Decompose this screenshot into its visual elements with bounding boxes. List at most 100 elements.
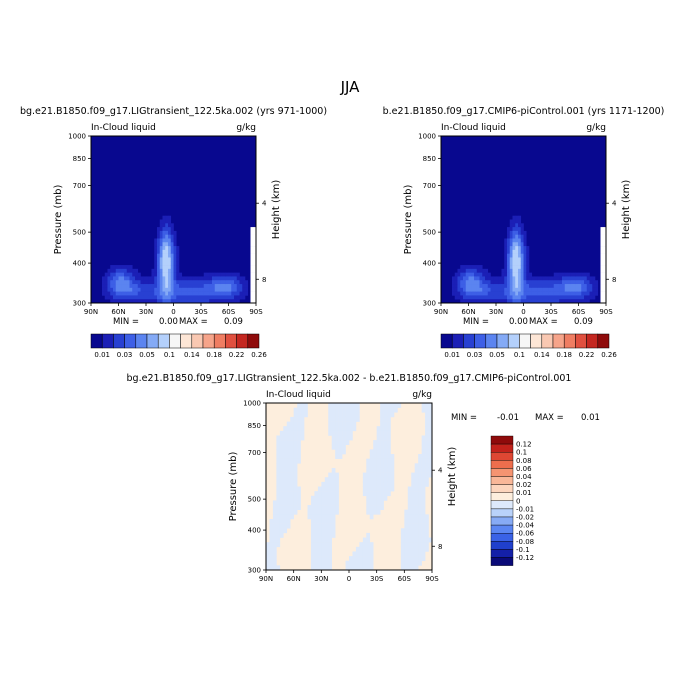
contour-cell bbox=[567, 280, 571, 285]
contour-cell bbox=[512, 223, 516, 228]
contour-cell bbox=[482, 276, 486, 281]
contour-cell bbox=[504, 249, 508, 254]
contour-cell bbox=[110, 295, 114, 300]
contour-cell bbox=[293, 495, 298, 501]
contour-cell bbox=[331, 500, 336, 506]
contour-cell bbox=[293, 435, 298, 441]
contour-cell bbox=[504, 287, 508, 292]
contour-cell bbox=[231, 276, 235, 281]
contour-cell bbox=[272, 560, 277, 566]
contour-cell bbox=[110, 280, 114, 285]
contour-cell bbox=[518, 261, 522, 266]
contour-cell bbox=[173, 261, 177, 266]
contour-cell bbox=[250, 234, 254, 239]
contour-cell bbox=[428, 421, 433, 427]
contour-cell bbox=[471, 291, 475, 296]
contour-cell bbox=[104, 295, 108, 300]
y-tick-label: 400 bbox=[73, 260, 86, 268]
contour-cell bbox=[129, 276, 133, 281]
contour-cell bbox=[595, 280, 599, 285]
contour-cell bbox=[603, 230, 607, 235]
contour-cell bbox=[369, 505, 374, 510]
contour-cell bbox=[266, 546, 270, 552]
contour-cell bbox=[362, 556, 367, 562]
contour-cell bbox=[217, 287, 221, 292]
contour-cell bbox=[250, 287, 254, 292]
contour-cell bbox=[345, 440, 350, 446]
contour-cell bbox=[165, 276, 169, 281]
contour-cell bbox=[603, 291, 607, 296]
contour-cell bbox=[168, 230, 172, 235]
contour-cell bbox=[515, 257, 519, 262]
contour-cell bbox=[564, 272, 568, 277]
contour-cell bbox=[411, 481, 416, 487]
contour-cell bbox=[173, 287, 177, 292]
contour-cell bbox=[157, 276, 161, 281]
contour-cell bbox=[425, 528, 429, 534]
contour-cell bbox=[276, 444, 281, 450]
contour-cell bbox=[352, 426, 357, 432]
contour-cell bbox=[476, 280, 480, 285]
contour-cell bbox=[509, 223, 513, 228]
contour-cell bbox=[170, 280, 174, 285]
contour-cell bbox=[359, 556, 364, 562]
contour-cell bbox=[476, 268, 480, 273]
contour-cell bbox=[512, 219, 516, 224]
contour-cell bbox=[600, 284, 604, 289]
contour-cell bbox=[146, 287, 150, 292]
contour-cell bbox=[102, 284, 106, 289]
contour-cell bbox=[504, 257, 508, 262]
contour-cell bbox=[600, 257, 604, 262]
contour-cell bbox=[201, 284, 205, 289]
contour-cell bbox=[162, 261, 166, 266]
contour-cell bbox=[562, 299, 566, 304]
contour-cell bbox=[355, 412, 360, 418]
contour-cell bbox=[135, 284, 139, 289]
contour-cell bbox=[192, 291, 196, 296]
contour-cell bbox=[407, 556, 412, 562]
contour-cell bbox=[537, 287, 541, 292]
contour-cell bbox=[573, 272, 577, 277]
contour-cell bbox=[250, 242, 254, 247]
contour-cell bbox=[373, 500, 377, 506]
contour-cell bbox=[234, 291, 238, 296]
contour-cell bbox=[345, 430, 350, 436]
contour-cell bbox=[159, 265, 163, 270]
y-tick-label: 400 bbox=[248, 527, 261, 535]
contour-cell bbox=[512, 272, 516, 277]
contour-cell bbox=[176, 276, 180, 281]
contour-cell bbox=[159, 242, 163, 247]
contour-cell bbox=[168, 238, 172, 243]
contour-cell bbox=[520, 223, 524, 228]
contour-cell bbox=[170, 268, 174, 273]
contour-cell bbox=[335, 477, 339, 483]
contour-cell bbox=[250, 268, 254, 273]
contour-cell bbox=[380, 449, 384, 455]
contour-cell bbox=[173, 249, 177, 254]
contour-cell bbox=[421, 435, 426, 441]
contour-cell bbox=[176, 272, 180, 277]
contour-cell bbox=[520, 291, 524, 296]
contour-cell bbox=[209, 291, 213, 296]
contour-cell bbox=[132, 299, 136, 304]
contour-cell bbox=[589, 276, 593, 281]
contour-cell bbox=[501, 291, 505, 296]
contour-cell bbox=[515, 215, 519, 220]
colorbar-label: -0.06 bbox=[516, 530, 535, 538]
contour-cell bbox=[151, 291, 155, 296]
contour-cell bbox=[203, 276, 207, 281]
contour-cell bbox=[162, 291, 166, 296]
contour-cell bbox=[107, 295, 111, 300]
contour-cell bbox=[124, 268, 128, 273]
contour-cell bbox=[474, 265, 478, 270]
contour-cell bbox=[556, 280, 560, 285]
contour-cell bbox=[501, 268, 505, 273]
contour-cell bbox=[154, 276, 158, 281]
contour-cell bbox=[168, 227, 172, 232]
contour-cell bbox=[476, 276, 480, 281]
colorbar-swatch bbox=[490, 492, 514, 502]
contour-cell bbox=[507, 295, 511, 300]
contour-cell bbox=[586, 280, 590, 285]
contour-cell bbox=[556, 291, 560, 296]
contour-cell bbox=[407, 551, 412, 557]
